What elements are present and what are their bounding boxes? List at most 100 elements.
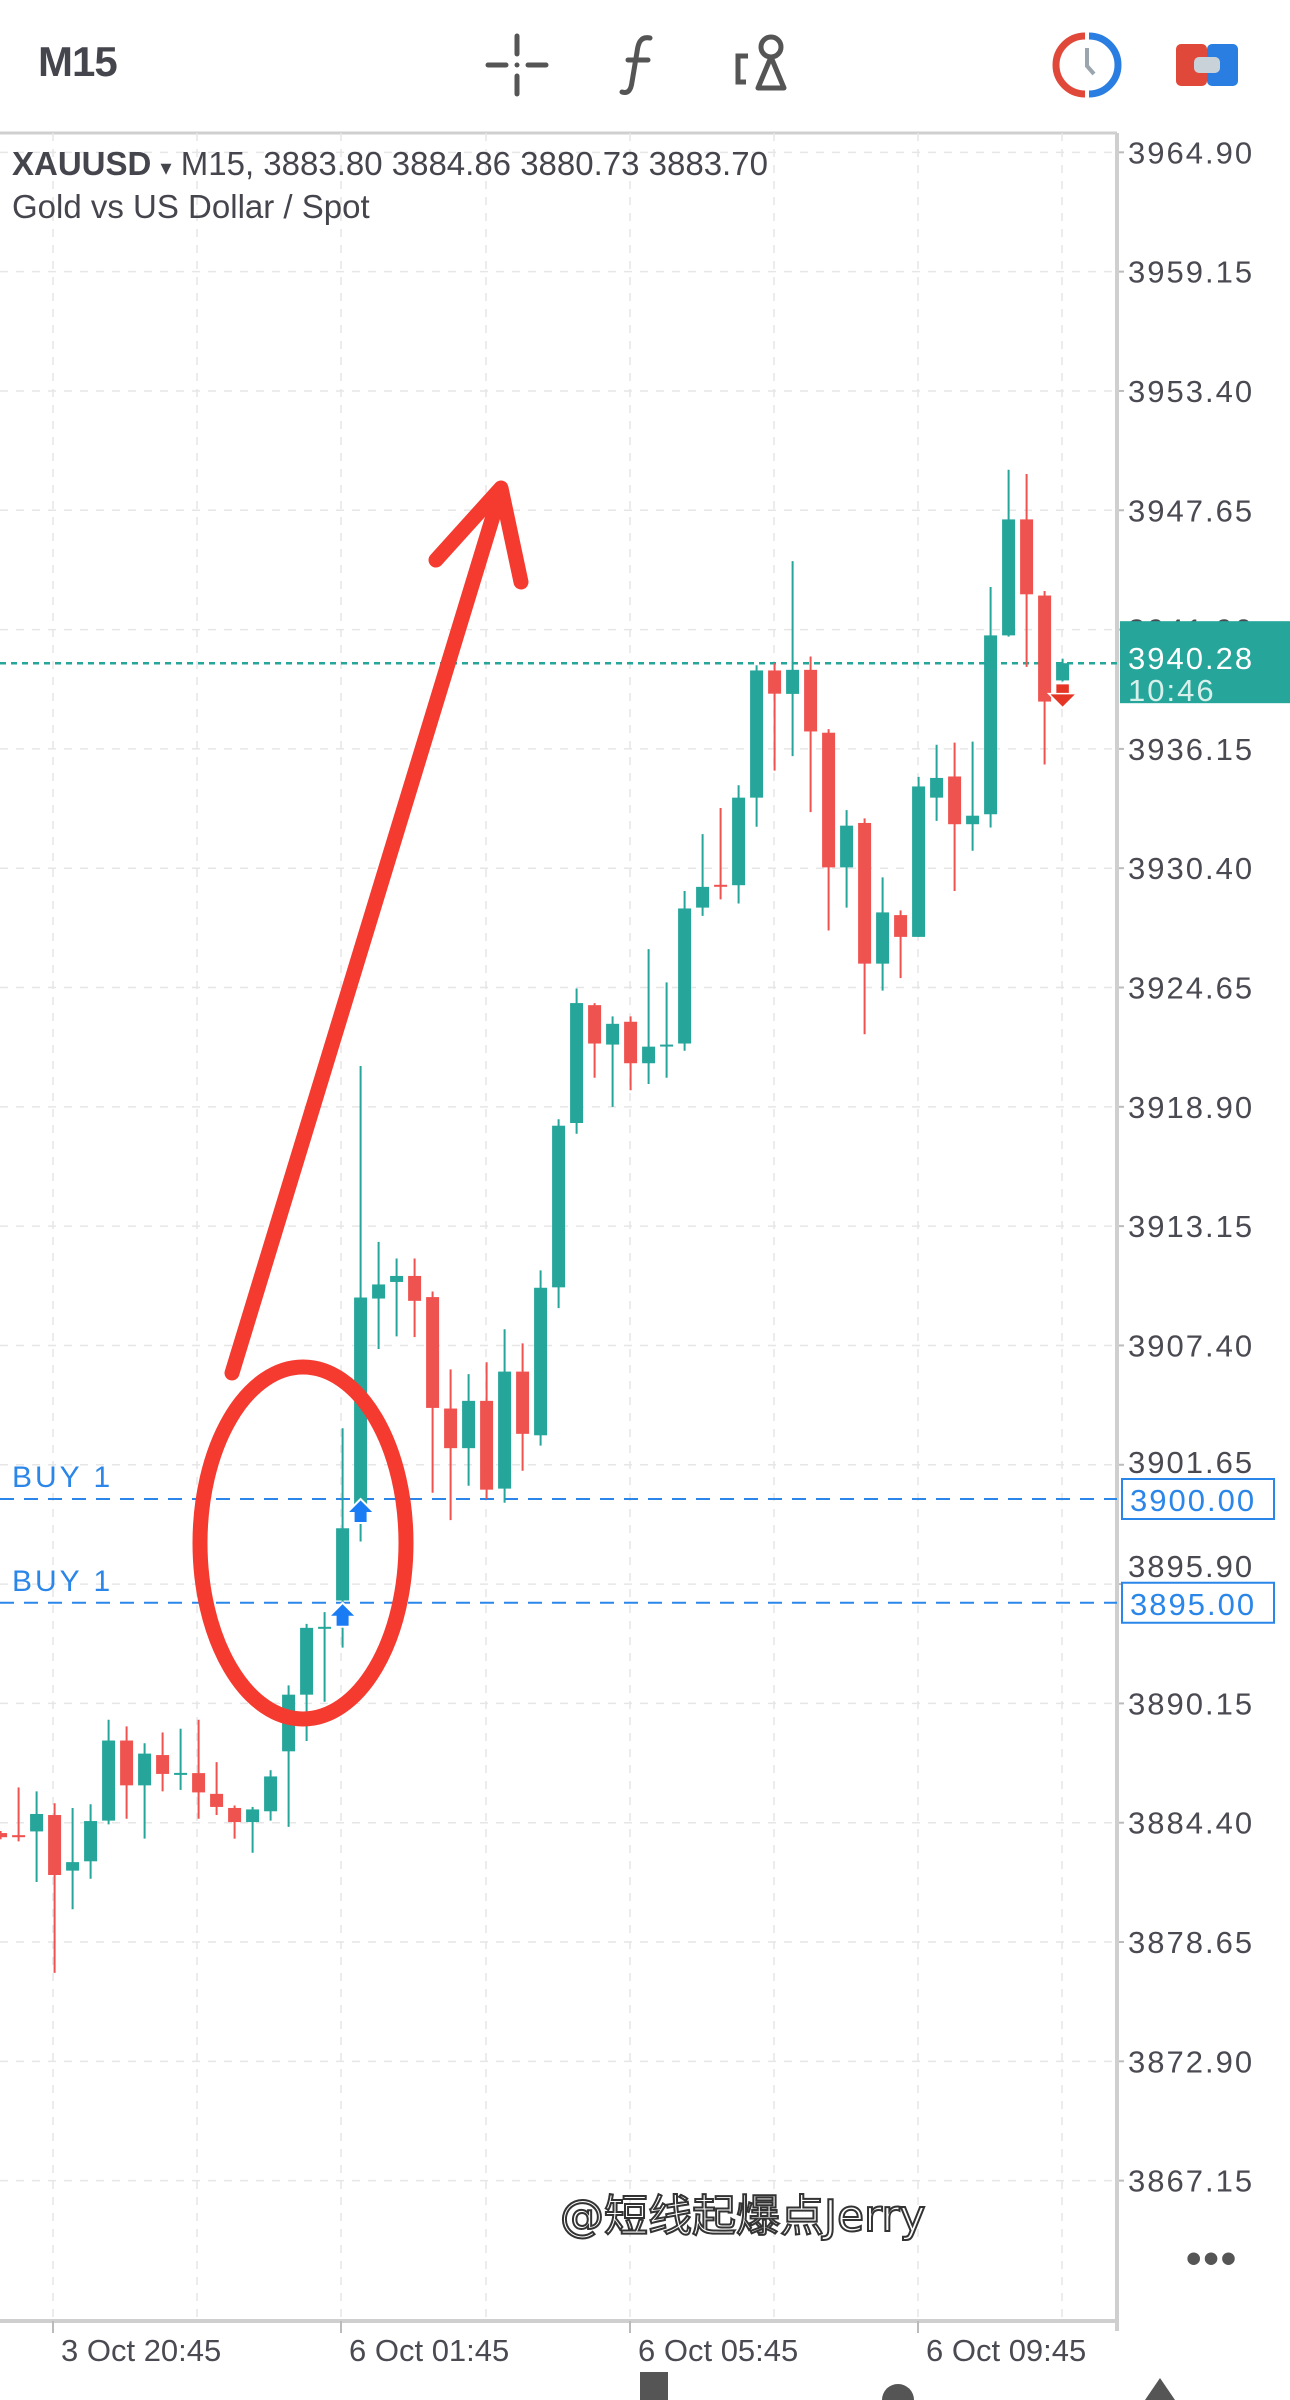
- candle-bullish: [534, 1287, 548, 1436]
- bottom-nav-icon[interactable]: [640, 2372, 668, 2400]
- toggle-icon[interactable]: [1172, 30, 1242, 100]
- symbol-dropdown-icon[interactable]: ▾: [160, 155, 172, 180]
- bottom-nav-icon[interactable]: [882, 2384, 914, 2400]
- buy-order-label[interactable]: BUY 1: [12, 1461, 113, 1494]
- y-tick-label: 3867.15: [1128, 2164, 1254, 2199]
- candle-bullish: [84, 1821, 98, 1862]
- candle-bullish: [660, 1044, 674, 1047]
- candle-bullish: [300, 1627, 314, 1695]
- y-tick-label: 3907.40: [1128, 1328, 1254, 1363]
- buy-arrow-icon: [344, 1497, 378, 1524]
- buy-order-price-box[interactable]: [1121, 1478, 1275, 1520]
- y-tick-label: 3918.90: [1128, 1090, 1254, 1125]
- candle-bullish: [966, 815, 980, 825]
- candle-bearish: [426, 1297, 440, 1408]
- symbol-name[interactable]: XAUUSD: [12, 145, 152, 182]
- top-toolbar: M15: [0, 0, 1290, 132]
- candle-bullish: [552, 1125, 566, 1288]
- sell-arrow-icon: [1046, 682, 1079, 709]
- current-price-box: [1120, 621, 1290, 704]
- current-price-value: 3940.28: [1128, 641, 1254, 676]
- candle-bullish: [732, 797, 746, 886]
- buy-order-price: 3900.00: [1130, 1483, 1256, 1518]
- candle-bullish: [138, 1753, 152, 1786]
- y-tick-label: 3959.15: [1128, 255, 1254, 290]
- x-tick-label: 6 Oct 09:45: [926, 2333, 1086, 2368]
- buy-order-price: 3895.00: [1130, 1587, 1256, 1622]
- candle-bullish: [1056, 663, 1070, 681]
- candle-bullish: [462, 1400, 476, 1449]
- candle-bearish: [444, 1408, 458, 1449]
- y-tick-label: 3878.65: [1128, 1925, 1254, 1960]
- annotation-circle: [192, 1359, 414, 1727]
- candle-bullish: [264, 1776, 278, 1812]
- candle-bullish: [930, 777, 944, 798]
- candle-bullish: [174, 1772, 188, 1775]
- candle-bearish: [858, 822, 872, 964]
- candle-bearish: [156, 1755, 170, 1774]
- candle-bearish: [1020, 519, 1034, 595]
- bottom-nav-icon[interactable]: [1145, 2378, 1175, 2400]
- candle-bearish: [894, 915, 908, 937]
- function-icon[interactable]: [604, 30, 674, 100]
- candle-bearish: [768, 670, 782, 694]
- y-tick-label: 3947.65: [1128, 493, 1254, 528]
- more-options-button[interactable]: •••: [1186, 2234, 1239, 2283]
- candle-bearish: [714, 884, 728, 887]
- candle-bullish: [984, 635, 998, 815]
- clock-icon[interactable]: [1052, 30, 1122, 100]
- y-tick-label: 3901.65: [1128, 1445, 1254, 1480]
- y-tick-label: 3924.65: [1128, 971, 1254, 1006]
- ohlc-readout: M15, 3883.80 3884.86 3880.73 3883.70: [180, 145, 768, 182]
- candle-bearish: [210, 1793, 224, 1807]
- y-tick-label: 3895.90: [1128, 1549, 1254, 1584]
- candle-bullish: [498, 1371, 512, 1489]
- candle-bearish: [228, 1807, 242, 1823]
- candle-bullish: [786, 669, 800, 694]
- bar-countdown: 10:46: [1128, 673, 1216, 708]
- objects-icon[interactable]: [728, 30, 798, 100]
- buy-order-label[interactable]: BUY 1: [12, 1565, 113, 1598]
- candle-bullish: [696, 886, 710, 908]
- buy-arrow-icon: [326, 1601, 360, 1628]
- y-tick-label: 3964.90: [1128, 135, 1254, 170]
- annotation-arrow-head: [428, 480, 529, 590]
- x-tick-label: 6 Oct 01:45: [349, 2333, 509, 2368]
- candle-bearish: [48, 1815, 62, 1875]
- candle-bullish: [390, 1275, 404, 1282]
- buy-order-price-box[interactable]: [1121, 1581, 1275, 1624]
- candle-bearish: [192, 1773, 206, 1793]
- y-tick-label: 3953.40: [1128, 374, 1254, 409]
- candle-bullish: [750, 670, 764, 798]
- timeframe-button[interactable]: M15: [38, 38, 118, 85]
- candle-bullish: [66, 1862, 80, 1871]
- y-tick-label: 3930.40: [1128, 851, 1254, 886]
- candle-bearish: [804, 669, 818, 732]
- candle-bullish: [318, 1626, 332, 1629]
- annotation-arrow-line: [224, 482, 509, 1381]
- candle-bearish: [948, 776, 962, 825]
- y-tick-label: 3890.15: [1128, 1686, 1254, 1721]
- candle-bearish: [516, 1371, 530, 1434]
- x-tick-label: 6 Oct 05:45: [638, 2333, 798, 2368]
- candle-bearish: [0, 1833, 8, 1838]
- candle-bullish: [606, 1023, 620, 1045]
- candle-bullish: [246, 1809, 260, 1823]
- candle-bearish: [408, 1275, 422, 1301]
- chart-legend: XAUUSD ▾ M15, 3883.80 3884.86 3880.73 38…: [12, 145, 768, 183]
- crosshair-icon[interactable]: [482, 30, 552, 100]
- candle-bearish: [480, 1400, 494, 1490]
- candle-bullish: [570, 1003, 584, 1124]
- x-tick-label: 3 Oct 20:45: [61, 2333, 221, 2368]
- y-tick-label: 3936.15: [1128, 732, 1254, 767]
- candle-bullish: [876, 912, 890, 964]
- y-tick-label: 3872.90: [1128, 2044, 1254, 2079]
- y-tick-label: 3884.40: [1128, 1806, 1254, 1841]
- y-tick-label: 3913.15: [1128, 1209, 1254, 1244]
- candle-bearish: [1038, 595, 1052, 702]
- candle-bullish: [840, 825, 854, 868]
- candle-bullish: [912, 786, 926, 937]
- candle-bullish: [336, 1528, 350, 1601]
- candle-bearish: [822, 732, 836, 868]
